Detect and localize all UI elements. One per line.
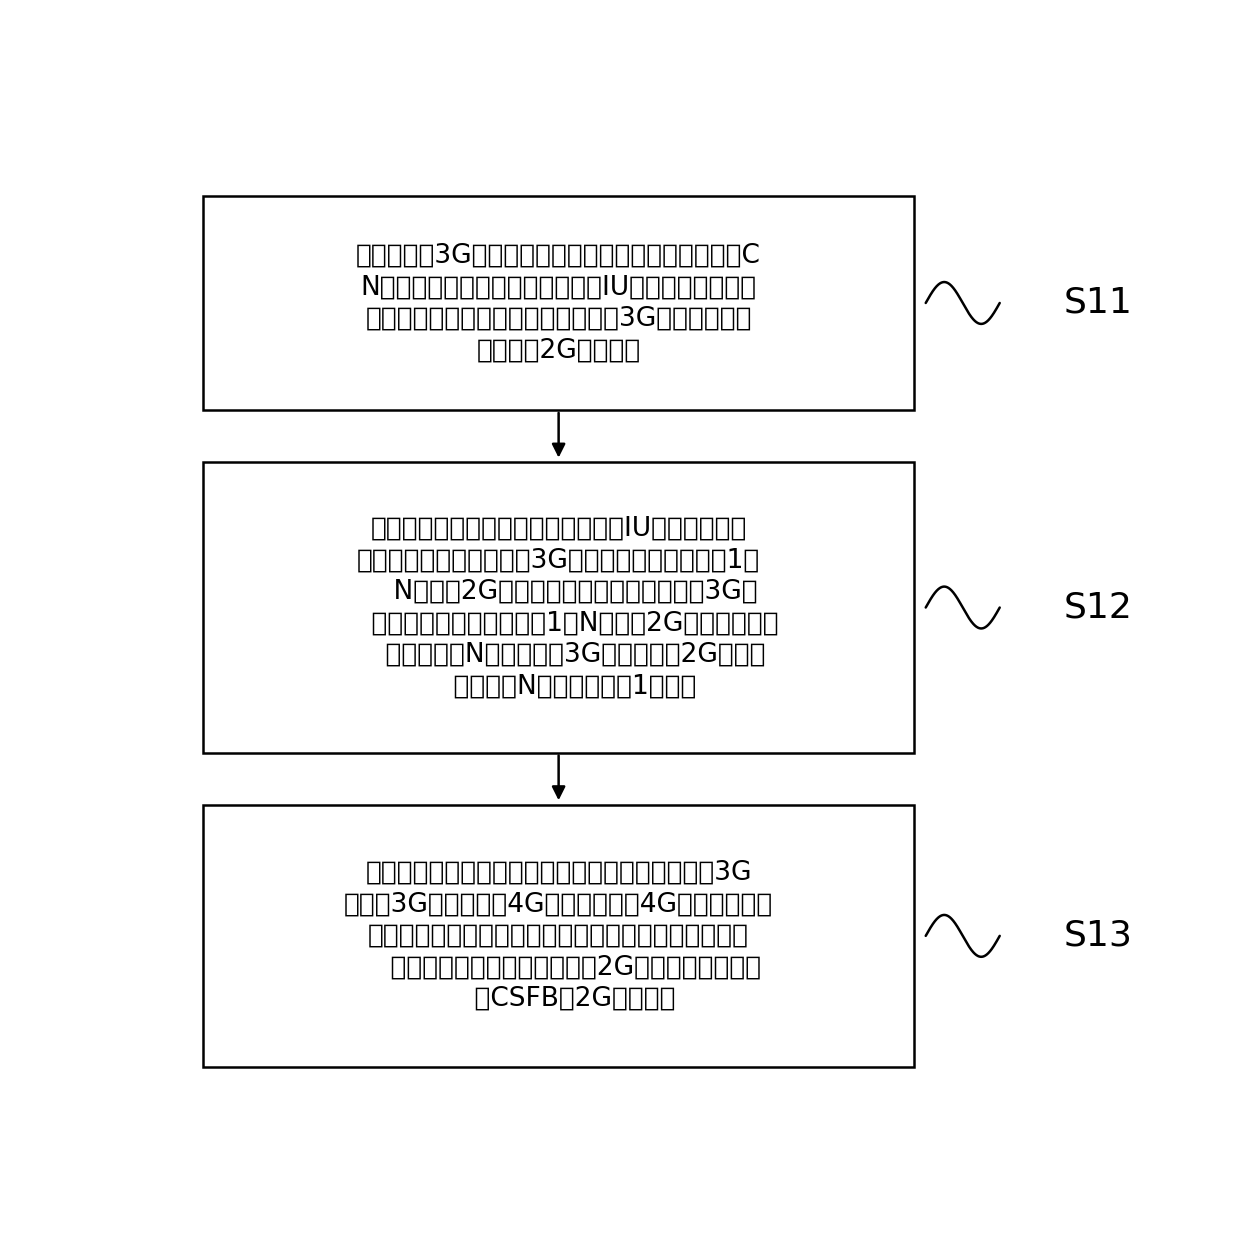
Text: 小区的3G基站共站的4G基站，由所述4G基站根据预设: 小区的3G基站共站的4G基站，由所述4G基站根据预设 (343, 891, 774, 917)
Text: 算法对所述第一次数和所述第二次数进行处理，并根据: 算法对所述第一次数和所述第二次数进行处理，并根据 (368, 923, 749, 949)
Text: 数，其中，N为所述待测3G小区的目标2G邻区的: 数，其中，N为所述待测3G小区的目标2G邻区的 (352, 641, 765, 667)
Text: 将所述第一次数和所述第二次数透传至与所述待测3G: 将所述第一次数和所述第二次数透传至与所述待测3G (366, 860, 751, 886)
Text: S12: S12 (1063, 590, 1132, 624)
Text: 所述重定位请求信令中包含所述待测3G小区语音待切: 所述重定位请求信令中包含所述待测3G小区语音待切 (366, 305, 751, 331)
Text: N个目标2G邻区的第一次数以及所述待测3G小: N个目标2G邻区的第一次数以及所述待测3G小 (360, 578, 758, 604)
FancyBboxPatch shape (203, 195, 914, 410)
Text: 分别对所述重定位请求信令以及所述IU释放信令进行: 分别对所述重定位请求信令以及所述IU释放信令进行 (371, 515, 746, 541)
Text: 换的目标2G邻区信息: 换的目标2G邻区信息 (476, 337, 641, 363)
Text: 个数，且N为大于或等于1的整数: 个数，且N为大于或等于1的整数 (420, 674, 697, 700)
Text: N根据所述重定位请求信令返回的IU释放信令，其中，: N根据所述重定位请求信令返回的IU释放信令，其中， (361, 274, 756, 300)
Text: 区语音成功切换至所述第1至N个目标2G邻区的第二次: 区语音成功切换至所述第1至N个目标2G邻区的第二次 (339, 611, 779, 637)
Text: S13: S13 (1063, 918, 1132, 953)
Text: 获取与待测3G小区相关的重定位请求信令以及核心网C: 获取与待测3G小区相关的重定位请求信令以及核心网C (356, 242, 761, 268)
Text: 处理结果选取预设数量个目标2G邻区的测量频点作: 处理结果选取预设数量个目标2G邻区的测量频点作 (357, 954, 760, 980)
FancyBboxPatch shape (203, 462, 914, 753)
Text: S11: S11 (1063, 286, 1132, 319)
FancyBboxPatch shape (203, 805, 914, 1067)
Text: 解析处理，获取所述待测3G小区语音请求切换至第1至: 解析处理，获取所述待测3G小区语音请求切换至第1至 (357, 548, 760, 574)
Text: 为CSFB的2G测量频点: 为CSFB的2G测量频点 (441, 986, 676, 1012)
